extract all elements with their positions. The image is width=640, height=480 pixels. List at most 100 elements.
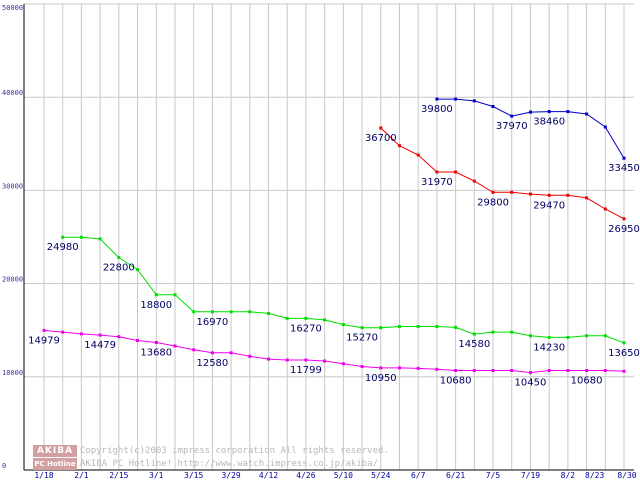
data-point-green [136, 268, 139, 272]
data-point-red [622, 217, 626, 221]
data-point-red [510, 190, 514, 194]
axes [23, 4, 634, 471]
logo-akiba-text: AKIBA [33, 445, 77, 457]
data-point-magenta [154, 341, 158, 344]
data-point-red [585, 196, 589, 200]
data-point-magenta [304, 358, 308, 362]
data-point-green [585, 334, 589, 338]
data-point-green [192, 310, 196, 314]
y-tick-label: 30000 [2, 182, 23, 190]
y-tick-label: 20000 [2, 276, 23, 284]
data-point-magenta [98, 333, 102, 337]
data-point-blue [622, 156, 626, 160]
data-point-blue [566, 110, 570, 114]
data-label-blue: 38460 [533, 117, 565, 128]
data-point-green [622, 341, 626, 345]
data-point-green [323, 318, 327, 322]
data-point-magenta [603, 369, 607, 372]
grid-lines [24, 3, 634, 471]
data-label-red: 36700 [365, 133, 397, 144]
data-point-blue [547, 110, 551, 114]
x-tick-label: 6/21 [446, 471, 465, 480]
akiba-logo: AKIBA PC Hotline [33, 445, 77, 471]
data-point-green [547, 335, 551, 339]
data-point-green [603, 334, 607, 338]
data-point-magenta [416, 366, 420, 370]
data-point-red [379, 126, 383, 130]
data-point-green [285, 316, 289, 320]
data-label-green: 14230 [533, 342, 565, 353]
data-point-green [341, 323, 345, 327]
data-point-red [603, 207, 607, 211]
data-point-magenta [547, 369, 551, 372]
data-point-magenta [454, 369, 458, 372]
data-label-magenta: 10450 [515, 378, 547, 389]
x-tick-label: 3/15 [184, 471, 203, 480]
x-tick-label: 3/29 [221, 471, 240, 480]
data-point-blue [603, 125, 607, 129]
data-label-green: 18800 [140, 300, 172, 311]
data-label-magenta: 10680 [571, 375, 603, 386]
data-label-red: 29800 [477, 197, 509, 208]
data-point-green [510, 330, 514, 334]
data-point-green [304, 316, 308, 320]
data-label-blue: 33450 [608, 163, 640, 174]
data-point-magenta [267, 357, 270, 361]
data-point-magenta [61, 330, 65, 334]
x-tick-label: 2/1 [74, 471, 89, 480]
data-point-red [398, 144, 401, 148]
watermark-url: AKIBA PC Hotline! http://www.watch.impre… [80, 459, 378, 469]
data-point-green [398, 325, 401, 328]
data-point-green [79, 235, 83, 239]
y-tick-label: 50000 [2, 4, 23, 12]
data-point-green [472, 332, 476, 336]
data-point-red [472, 179, 476, 183]
data-label-green: 24980 [47, 242, 79, 253]
data-point-magenta [379, 366, 383, 370]
data-point-green [210, 310, 214, 314]
data-point-blue [454, 97, 458, 101]
data-point-green [566, 335, 570, 339]
y-tick-label: 40000 [2, 89, 23, 97]
x-tick-label: 1/18 [34, 471, 53, 480]
data-label-red: 29470 [533, 200, 565, 211]
data-point-green [61, 235, 65, 239]
data-point-magenta [173, 344, 177, 348]
data-point-green [379, 326, 383, 330]
y-tick-labels: 0 10000 20000 30000 40000 50000 [2, 4, 23, 470]
data-point-magenta [360, 365, 364, 368]
data-point-green [360, 326, 364, 330]
logo-hotline-text: PC Hotline [33, 458, 77, 470]
x-tick-labels: 1/18 2/1 2/15 3/1 3/15 3/29 4/12 4/26 5/10 5/24 6/… [34, 471, 636, 480]
x-tick-label: 8/30 [617, 471, 636, 480]
data-point-blue [510, 114, 514, 118]
data-point-magenta [585, 369, 589, 372]
data-point-green [529, 334, 532, 338]
data-label-red: 26950 [608, 224, 640, 235]
data-point-green [229, 310, 233, 314]
data-label-blue: 39800 [421, 104, 453, 115]
series-lines [42, 97, 626, 375]
data-label-green: 14580 [458, 339, 490, 350]
data-point-magenta [136, 339, 139, 342]
x-tick-label: 8/23 [585, 471, 604, 480]
data-point-blue [585, 112, 589, 116]
data-point-magenta [510, 369, 514, 372]
data-label-green: 15270 [346, 333, 378, 344]
data-point-blue [491, 105, 495, 108]
data-label-blue: 37970 [496, 121, 528, 132]
data-label-green: 16970 [196, 317, 228, 328]
data-point-green [248, 310, 252, 314]
data-point-magenta [192, 348, 196, 352]
series-line-magenta [43, 329, 625, 374]
x-tick-label: 6/7 [411, 471, 426, 480]
data-point-blue [472, 99, 476, 103]
data-point-magenta [323, 359, 327, 363]
data-point-magenta [285, 358, 289, 362]
x-tick-label: 4/26 [296, 471, 315, 480]
data-point-magenta [229, 351, 233, 355]
data-label-green: 16270 [290, 323, 322, 334]
watermark: Copyright(c)2003 impress corporation All… [80, 446, 389, 469]
data-point-green [435, 325, 439, 328]
